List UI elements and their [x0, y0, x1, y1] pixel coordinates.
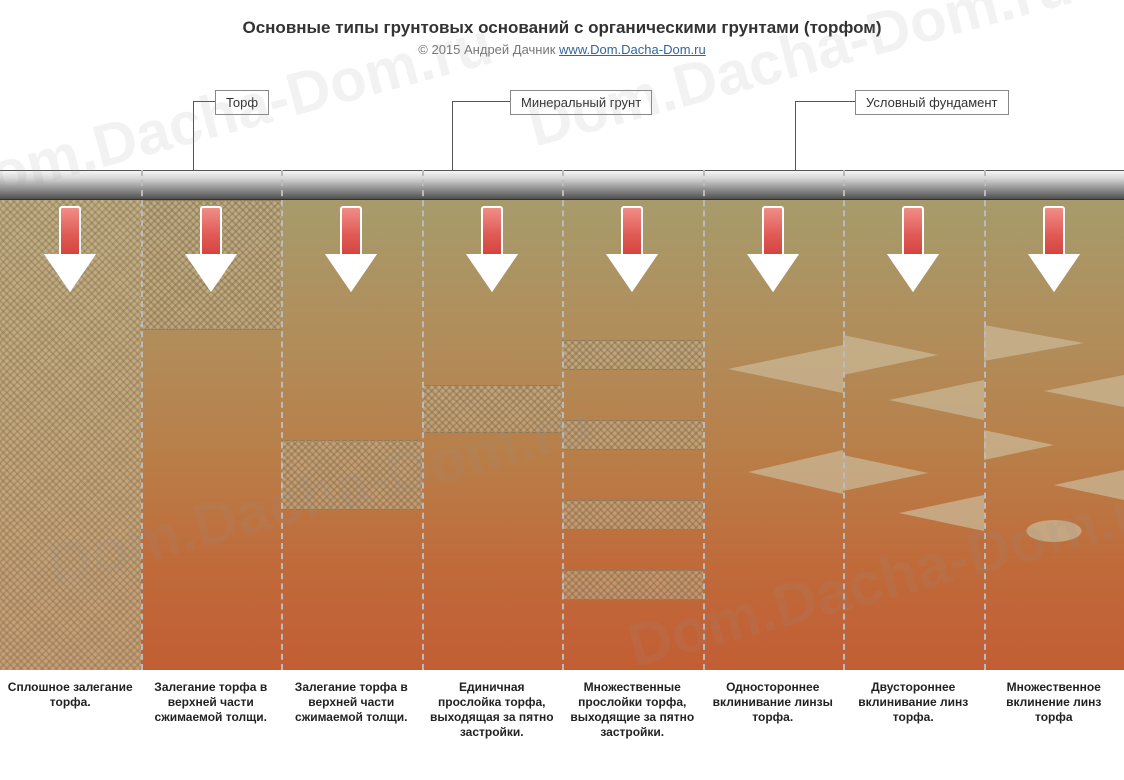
column-divider: [562, 170, 564, 670]
foundation-bar: [141, 170, 282, 200]
soil-column-8: [984, 170, 1124, 670]
load-arrow-icon: [1034, 206, 1074, 296]
source-link[interactable]: www.Dom.Dacha-Dom.ru: [559, 42, 706, 57]
column-divider: [141, 170, 143, 670]
column-caption: Залегание торфа в верхней части сжимаемо…: [141, 680, 282, 740]
foundation-bar: [422, 170, 563, 200]
column-caption: Двустороннее вклинивание линз торфа.: [843, 680, 984, 740]
peat-wedge: [899, 495, 984, 531]
peat-layer: [562, 500, 703, 530]
soil-column-6: [703, 170, 844, 670]
peat-wedge: [728, 345, 843, 393]
soil-column-2: [141, 170, 282, 670]
foundation-bar: [843, 170, 984, 200]
peat-wedge: [889, 380, 984, 420]
captions-row: Сплошное залегание торфа. Залегание торф…: [0, 680, 1124, 740]
column-divider: [984, 170, 986, 670]
legend-line: [795, 101, 796, 176]
foundation-bar: [0, 170, 141, 200]
column-divider: [703, 170, 705, 670]
column-caption: Множественное вклинение линз торфа: [984, 680, 1124, 740]
peat-wedge: [984, 325, 1084, 361]
diagram-title: Основные типы грунтовых оснований с орга…: [0, 0, 1124, 38]
soil-column-4: [422, 170, 563, 670]
column-divider: [422, 170, 424, 670]
legend-peat: Торф: [215, 90, 269, 115]
peat-wedge: [984, 430, 1054, 460]
peat-wedge: [1044, 375, 1124, 407]
soil-column-7: [843, 170, 984, 670]
legend-foundation: Условный фундамент: [855, 90, 1009, 115]
foundation-bar: [984, 170, 1124, 200]
load-arrow-icon: [612, 206, 652, 296]
peat-wedge: [843, 335, 938, 375]
diagram-subtitle: © 2015 Андрей Дачник www.Dom.Dacha-Dom.r…: [0, 38, 1124, 57]
column-caption: Множественные прослойки торфа, выходящие…: [562, 680, 703, 740]
soil-column-5: [562, 170, 703, 670]
peat-lens: [1026, 520, 1081, 542]
column-divider: [281, 170, 283, 670]
peat-wedge: [1054, 470, 1124, 500]
column-caption: Залегание торфа в верхней части сжимаемо…: [281, 680, 422, 740]
foundation-bar: [703, 170, 844, 200]
legend-mineral: Минеральный грунт: [510, 90, 652, 115]
soil-column-1: [0, 170, 141, 670]
copyright-text: © 2015 Андрей Дачник: [418, 42, 559, 57]
peat-layer: [422, 385, 563, 433]
peat-wedge: [748, 450, 843, 494]
legend-line: [193, 101, 215, 102]
column-caption: Одностороннее вклинивание линзы торфа.: [703, 680, 844, 740]
foundation-bar: [562, 170, 703, 200]
soil-column-3: [281, 170, 422, 670]
peat-layer: [562, 420, 703, 450]
column-divider: [843, 170, 845, 670]
column-caption: Единичная прослойка торфа, выходящая за …: [422, 680, 563, 740]
peat-layer: [562, 570, 703, 600]
legend-line: [795, 101, 855, 102]
column-caption: Сплошное залегание торфа.: [0, 680, 141, 740]
load-arrow-icon: [331, 206, 371, 296]
foundation-bar: [281, 170, 422, 200]
load-arrow-icon: [50, 206, 90, 296]
peat-layer: [281, 440, 422, 510]
legend-line: [452, 101, 510, 102]
load-arrow-icon: [893, 206, 933, 296]
peat-layer: [562, 340, 703, 370]
load-arrow-icon: [472, 206, 512, 296]
load-arrow-icon: [753, 206, 793, 296]
load-arrow-icon: [191, 206, 231, 296]
peat-wedge: [843, 455, 928, 491]
